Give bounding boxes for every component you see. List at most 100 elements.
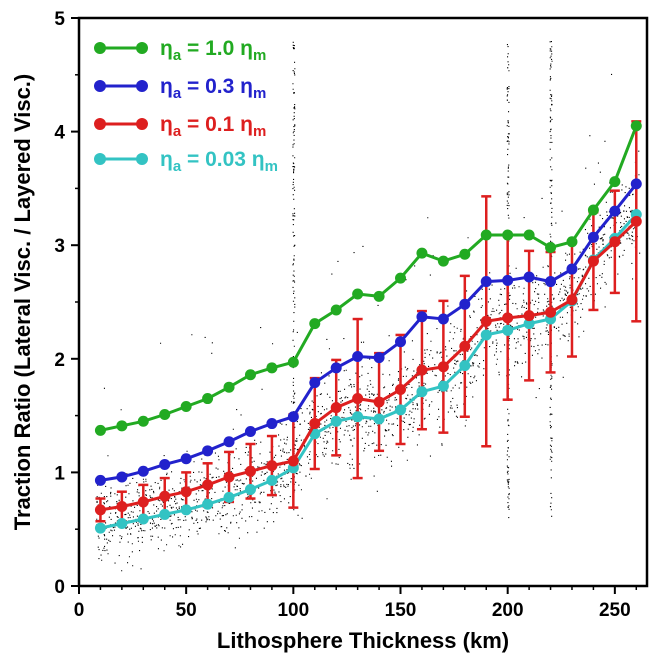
data-point [330,415,342,427]
data-point [416,311,428,323]
legend-marker [136,153,148,165]
data-point [352,288,364,300]
data-point [244,426,256,438]
data-point [437,361,449,373]
data-point [630,178,642,190]
y-tick-label: 0 [54,577,65,598]
data-point [609,236,621,248]
data-point [523,310,535,322]
data-point [244,483,256,495]
legend-sub-m: m [253,85,266,102]
data-point [502,312,514,324]
x-axis-title: Lithosphere Thickness (km) [217,628,509,653]
data-point [330,304,342,316]
data-point [266,362,278,374]
data-point [373,396,385,408]
y-axis-title: Traction Ratio (Lateral Visc. / Layered … [10,74,35,530]
legend-sub-m: m [253,47,266,64]
data-point [480,276,492,288]
data-point [437,313,449,325]
legend-marker [94,80,106,92]
legend-sub-a: a [173,123,182,140]
data-point [116,471,128,483]
data-point [94,504,106,516]
data-point [116,518,128,530]
data-point [159,508,171,520]
legend-text: = 0.1 η [181,113,253,136]
legend-sub-m: m [265,158,278,175]
data-point [502,324,514,336]
x-tick-label: 150 [385,600,417,621]
data-point [545,241,557,253]
x-tick-label: 250 [599,600,631,621]
data-point [137,465,149,477]
data-point [287,455,299,467]
data-point [566,236,578,248]
data-point [137,496,149,508]
legend-eta: η [160,37,173,60]
data-point [609,205,621,217]
legend-sub-m: m [253,123,266,140]
y-tick-label: 5 [54,9,65,30]
legend-sub-a: a [173,85,182,102]
data-point [480,315,492,327]
data-point [137,415,149,427]
y-tick-label: 2 [54,350,65,371]
data-point [180,401,192,413]
legend-sub-a: a [173,158,182,175]
data-point [395,336,407,348]
legend-eta: η [160,113,173,136]
data-point [395,404,407,416]
data-point [94,522,106,534]
legend-label: ηa = 1.0 ηm [160,37,266,64]
data-point [223,471,235,483]
data-point [480,329,492,341]
data-point [244,465,256,477]
data-point [223,381,235,393]
data-point [609,176,621,188]
data-point [630,215,642,227]
data-point [94,474,106,486]
data-point [266,474,278,486]
data-point [545,276,557,288]
data-point [373,352,385,364]
data-point [266,460,278,472]
data-point [330,402,342,414]
data-point [373,413,385,425]
data-point [116,500,128,512]
data-point [202,445,214,457]
y-tick-label: 4 [54,123,65,144]
data-point [352,351,364,363]
data-point [480,229,492,241]
data-point [437,380,449,392]
data-point [159,458,171,470]
data-point [244,369,256,381]
data-point [180,486,192,498]
data-point [266,418,278,430]
legend-marker [136,42,148,54]
series-line [100,182,638,482]
data-point [180,453,192,465]
data-point [309,418,321,430]
legend-sub-a: a [173,47,182,64]
series-line [100,220,638,512]
data-point [159,490,171,502]
legend-marker [136,118,148,130]
data-point [202,479,214,491]
data-point [202,498,214,510]
data-point [459,360,471,372]
data-point [459,248,471,260]
series-lines [94,120,642,534]
data-point [223,436,235,448]
x-tick-label: 200 [492,600,524,621]
data-point [523,229,535,241]
data-point [373,290,385,302]
data-point [459,298,471,310]
data-point [180,504,192,516]
data-point [309,377,321,389]
data-point [159,408,171,420]
legend-marker [136,80,148,92]
legend-label: ηa = 0.1 ηm [160,113,266,140]
data-point [94,424,106,436]
